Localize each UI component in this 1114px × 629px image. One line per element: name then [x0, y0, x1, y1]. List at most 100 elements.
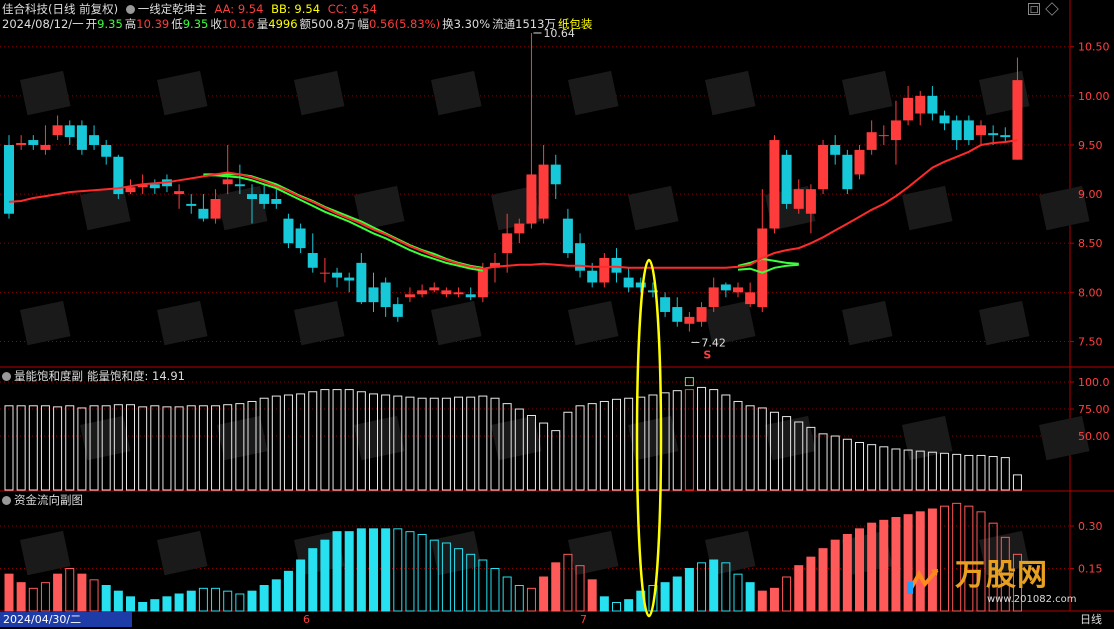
candle-body	[247, 194, 257, 199]
saturation-bar	[271, 395, 281, 491]
saturation-bar	[16, 405, 26, 491]
saturation-bar	[77, 407, 87, 491]
saturation-bar	[599, 400, 609, 491]
panel2-toggle-icon[interactable]	[2, 372, 11, 381]
watermark-tile	[217, 185, 268, 231]
panel3-toggle-icon[interactable]	[2, 496, 11, 505]
candle-body	[113, 156, 124, 195]
p2-tick-label: 100.0	[1078, 376, 1110, 389]
volume-value: 4996	[268, 17, 298, 31]
saturation-bar	[417, 397, 427, 491]
price-tick-label: 10.00	[1078, 90, 1110, 103]
capital-flow-bar	[867, 522, 877, 612]
watermark-tile	[979, 530, 1030, 576]
candle-body	[781, 154, 792, 204]
candle-body	[611, 257, 622, 273]
candle-body	[404, 294, 415, 298]
candle-body	[417, 290, 428, 295]
candle-body	[842, 154, 853, 190]
saturation-bar	[478, 395, 488, 491]
candle-body	[64, 125, 75, 138]
panel3-name[interactable]: 资金流向副图	[14, 493, 83, 507]
indicator-cc: CC: 9.54	[327, 2, 377, 16]
saturation-bar	[539, 422, 549, 491]
capital-flow-bar	[198, 587, 208, 612]
capital-flow-bar	[927, 508, 937, 612]
p3-tick-label: 0.15	[1078, 563, 1103, 576]
indicator-toggle-icon[interactable]	[125, 5, 135, 14]
capital-flow-bar	[891, 517, 901, 612]
energy-saturation-bars[interactable]	[4, 377, 1022, 491]
watermark-tile	[1039, 415, 1090, 461]
capital-flow-bar	[77, 573, 87, 612]
cursor-date-label: 2024/04/30/二	[0, 612, 132, 627]
indicator-name[interactable]: 一线定乾坤主	[137, 2, 207, 16]
month-label-7: 7	[580, 613, 587, 626]
candle-body	[587, 270, 598, 283]
candle-body	[927, 95, 938, 114]
capital-flow-bar	[259, 585, 269, 612]
panel2-name[interactable]: 量能饱和度副	[14, 369, 83, 383]
candle-body	[976, 125, 986, 136]
saturation-bar	[769, 411, 779, 491]
sector-value[interactable]: 纸包装	[557, 17, 593, 31]
saturation-bar	[53, 406, 63, 491]
saturation-bar	[126, 404, 135, 491]
candle-body	[830, 144, 841, 155]
ma-green-lower-line	[203, 174, 799, 274]
capital-flow-bar	[320, 539, 330, 612]
saturation-bar	[867, 444, 877, 491]
indicator-header: 佳合科技(日线 前复权) 一线定乾坤主 AA: 9.54 BB: 9.54 CC…	[2, 1, 381, 17]
saturation-bar	[283, 394, 293, 491]
candle-body	[903, 97, 914, 121]
capital-flow-bar	[405, 531, 415, 612]
candle-body	[356, 262, 367, 303]
saturation-bar	[976, 454, 986, 491]
watermark-tile	[568, 70, 619, 116]
capital-flow-bar	[539, 576, 549, 612]
capital-flow-bar	[369, 528, 378, 612]
capital-flow-bar	[28, 587, 38, 612]
capital-flow-bar	[40, 582, 50, 612]
candle-body	[550, 164, 561, 185]
saturation-bar	[612, 398, 621, 491]
saturation-bar	[150, 405, 160, 491]
capital-flow-bar	[757, 590, 767, 612]
watermark-tile	[430, 70, 482, 116]
saturation-bar	[369, 393, 378, 491]
chart-annotations: 10.64 7.42S	[533, 27, 726, 618]
capital-flow-bar	[466, 553, 476, 612]
candle-body	[259, 194, 270, 204]
p3-tick-label: 0.30	[1078, 520, 1103, 533]
stock-name[interactable]: 佳合科技	[2, 2, 48, 16]
capital-flow-bar	[150, 599, 160, 612]
capital-flow-bar	[332, 531, 342, 612]
watermark-tile	[293, 300, 345, 346]
capital-flow-bar	[830, 539, 840, 612]
capital-flow-bar	[417, 534, 427, 612]
saturation-bar	[454, 396, 464, 491]
saturation-bar	[964, 454, 974, 491]
period-tab[interactable]: 日线	[1080, 613, 1102, 626]
signal-marker	[684, 377, 694, 387]
capital-flow-bar	[174, 593, 184, 612]
p2-tick-label: 50.00	[1078, 430, 1110, 443]
candle-body	[720, 284, 731, 291]
candlestick-series[interactable]	[4, 32, 1023, 332]
maximize-icon[interactable]: □	[1028, 3, 1040, 15]
change-value: 0.56(5.83%)	[368, 17, 441, 31]
capital-flow-bar	[223, 590, 233, 612]
saturation-bar	[211, 405, 221, 491]
candle-body	[635, 282, 646, 288]
capital-flow-bar	[526, 587, 536, 612]
saturation-bar	[927, 451, 937, 491]
watermark-tile	[157, 70, 208, 116]
highlight-ellipse	[635, 258, 663, 618]
capital-flow-bars[interactable]	[4, 502, 1022, 612]
candle-body	[234, 184, 245, 187]
close-value: 10.16	[221, 17, 255, 31]
candle-body	[174, 191, 185, 195]
capital-flow-bar	[126, 596, 135, 612]
candle-body	[793, 189, 804, 209]
